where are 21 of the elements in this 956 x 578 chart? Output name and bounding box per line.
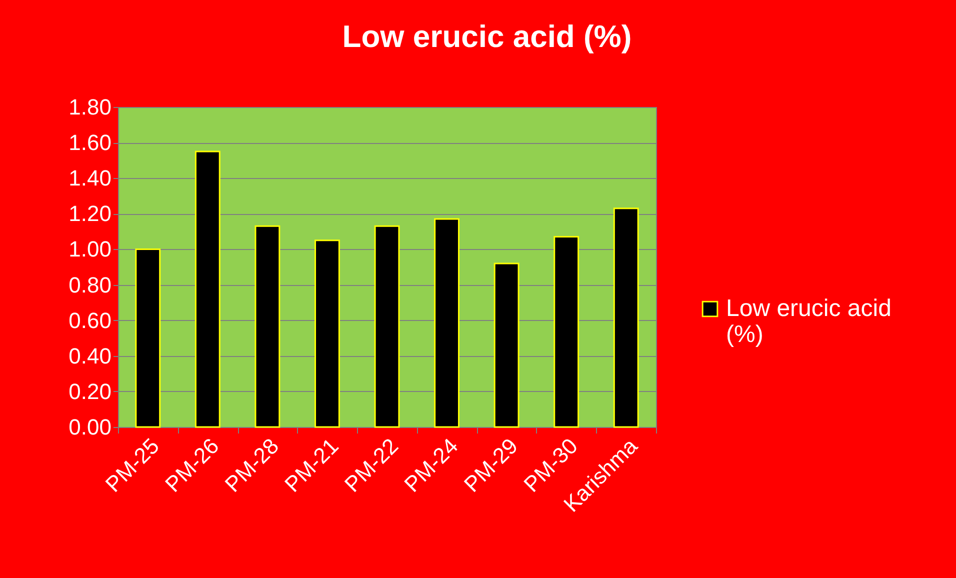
bar xyxy=(434,218,460,428)
bar xyxy=(254,225,280,428)
legend-label: Low erucic acid (%) xyxy=(726,295,892,348)
bar xyxy=(494,262,520,428)
y-tick-label: 0.60 xyxy=(68,308,112,333)
y-tick-label: 1.00 xyxy=(68,236,112,262)
bar xyxy=(194,150,220,428)
y-tick-label: 0.40 xyxy=(68,343,112,368)
y-tick-label: 1.20 xyxy=(68,201,112,226)
bar xyxy=(613,208,639,428)
y-tick-label: 1.40 xyxy=(68,166,112,191)
bar xyxy=(554,236,580,428)
chart-title: Low erucic acid (%) xyxy=(342,19,632,54)
bar xyxy=(374,225,400,428)
y-tick-label: 0.00 xyxy=(68,414,112,440)
bar xyxy=(314,240,340,428)
y-tick-label: 0.80 xyxy=(68,272,112,298)
bar xyxy=(135,248,161,428)
y-tick-label: 1.60 xyxy=(68,130,112,156)
y-tick-label: 1.80 xyxy=(68,94,112,120)
y-tick-label: 0.20 xyxy=(68,378,112,404)
